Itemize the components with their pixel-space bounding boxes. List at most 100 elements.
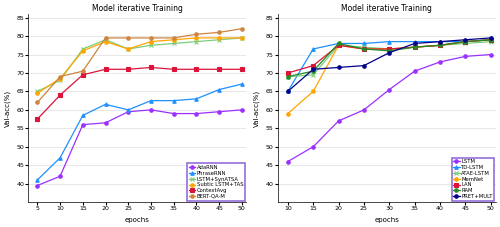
LAN bbox=[336, 44, 342, 47]
LSTM bbox=[412, 70, 418, 72]
Subtic LSTM+TAS bbox=[216, 37, 222, 39]
LSTM bbox=[488, 53, 494, 56]
LAN bbox=[412, 46, 418, 49]
Subtic LSTM+TAS bbox=[102, 40, 108, 43]
RAM bbox=[412, 46, 418, 49]
Line: LSTM: LSTM bbox=[286, 53, 492, 163]
LAN bbox=[310, 64, 316, 67]
TD-LSTM bbox=[462, 40, 468, 43]
LSTM+SynATSA bbox=[170, 42, 176, 45]
Y-axis label: Val-acc(%): Val-acc(%) bbox=[254, 89, 260, 127]
MemNet bbox=[361, 48, 367, 50]
Line: LSTM+SynATSA: LSTM+SynATSA bbox=[36, 36, 244, 93]
LSTM bbox=[462, 55, 468, 58]
BERT-QA-M bbox=[34, 101, 40, 104]
MemNet bbox=[437, 44, 443, 47]
AdaRNN bbox=[34, 184, 40, 187]
TD-LSTM bbox=[437, 40, 443, 43]
LSTM+SynATSA bbox=[57, 79, 63, 82]
PhraseRNN bbox=[194, 97, 200, 100]
ContextAvg bbox=[239, 68, 245, 71]
Line: RAM: RAM bbox=[286, 38, 492, 78]
PRET+MULT bbox=[386, 51, 392, 54]
Subtic LSTM+TAS bbox=[148, 40, 154, 43]
Title: Model iterative Training: Model iterative Training bbox=[342, 4, 432, 13]
RAM bbox=[462, 40, 468, 43]
BERT-QA-M bbox=[216, 31, 222, 34]
LSTM+SynATSA bbox=[216, 38, 222, 41]
PhraseRNN bbox=[148, 99, 154, 102]
Line: LAN: LAN bbox=[286, 38, 492, 75]
Y-axis label: Val-acc(%): Val-acc(%) bbox=[4, 89, 10, 127]
BERT-QA-M bbox=[126, 37, 132, 39]
ATAE-LSTM bbox=[437, 44, 443, 47]
PhraseRNN bbox=[126, 109, 132, 111]
LSTM+SynATSA bbox=[80, 48, 86, 50]
MemNet bbox=[336, 44, 342, 47]
X-axis label: epochs: epochs bbox=[374, 217, 399, 223]
TD-LSTM bbox=[336, 42, 342, 45]
ContextAvg bbox=[194, 68, 200, 71]
PRET+MULT bbox=[412, 42, 418, 45]
LAN bbox=[361, 48, 367, 50]
MemNet bbox=[488, 38, 494, 41]
LAN bbox=[437, 44, 443, 47]
LSTM bbox=[285, 160, 291, 163]
MemNet bbox=[412, 46, 418, 49]
AdaRNN bbox=[194, 112, 200, 115]
RAM bbox=[310, 70, 316, 72]
PRET+MULT bbox=[336, 66, 342, 69]
ATAE-LSTM bbox=[412, 46, 418, 49]
PRET+MULT bbox=[488, 37, 494, 39]
ATAE-LSTM bbox=[285, 75, 291, 78]
LSTM+SynATSA bbox=[194, 40, 200, 43]
LAN bbox=[386, 48, 392, 50]
Subtic LSTM+TAS bbox=[126, 48, 132, 50]
MemNet bbox=[310, 90, 316, 93]
TD-LSTM bbox=[361, 42, 367, 45]
Line: TD-LSTM: TD-LSTM bbox=[286, 38, 492, 93]
LSTM+SynATSA bbox=[126, 48, 132, 50]
LSTM bbox=[386, 88, 392, 91]
LSTM+SynATSA bbox=[102, 38, 108, 41]
RAM bbox=[488, 38, 494, 41]
PRET+MULT bbox=[285, 90, 291, 93]
Legend: AdaRNN, PhraseRNN, LSTM+SynATSA, Subtic LSTM+TAS, ContextAvg, BERT-QA-M: AdaRNN, PhraseRNN, LSTM+SynATSA, Subtic … bbox=[187, 163, 245, 200]
TD-LSTM bbox=[310, 48, 316, 50]
Line: ContextAvg: ContextAvg bbox=[36, 66, 244, 121]
TD-LSTM bbox=[412, 40, 418, 43]
AdaRNN bbox=[216, 110, 222, 113]
TD-LSTM bbox=[488, 38, 494, 41]
X-axis label: epochs: epochs bbox=[125, 217, 150, 223]
ContextAvg bbox=[80, 74, 86, 76]
BERT-QA-M bbox=[239, 27, 245, 30]
Legend: LSTM, TD-LSTM, ATAE-LSTM, MemNet, LAN, RAM, PRET+MULT: LSTM, TD-LSTM, ATAE-LSTM, MemNet, LAN, R… bbox=[452, 158, 494, 200]
Line: PhraseRNN: PhraseRNN bbox=[36, 82, 244, 182]
ContextAvg bbox=[126, 68, 132, 71]
LAN bbox=[285, 72, 291, 74]
ContextAvg bbox=[148, 66, 154, 69]
Line: MemNet: MemNet bbox=[286, 38, 492, 115]
PhraseRNN bbox=[170, 99, 176, 102]
Line: PRET+MULT: PRET+MULT bbox=[286, 36, 492, 93]
ContextAvg bbox=[102, 68, 108, 71]
AdaRNN bbox=[126, 110, 132, 113]
ATAE-LSTM bbox=[462, 42, 468, 45]
ATAE-LSTM bbox=[310, 74, 316, 76]
AdaRNN bbox=[239, 109, 245, 111]
MemNet bbox=[462, 40, 468, 43]
RAM bbox=[437, 44, 443, 47]
BERT-QA-M bbox=[57, 75, 63, 78]
AdaRNN bbox=[102, 121, 108, 124]
RAM bbox=[361, 48, 367, 50]
ContextAvg bbox=[170, 68, 176, 71]
RAM bbox=[285, 75, 291, 78]
PhraseRNN bbox=[34, 179, 40, 181]
ATAE-LSTM bbox=[336, 44, 342, 47]
PRET+MULT bbox=[310, 68, 316, 71]
BERT-QA-M bbox=[148, 37, 154, 39]
PhraseRNN bbox=[216, 88, 222, 91]
ATAE-LSTM bbox=[386, 48, 392, 50]
Subtic LSTM+TAS bbox=[80, 49, 86, 52]
PhraseRNN bbox=[239, 83, 245, 85]
